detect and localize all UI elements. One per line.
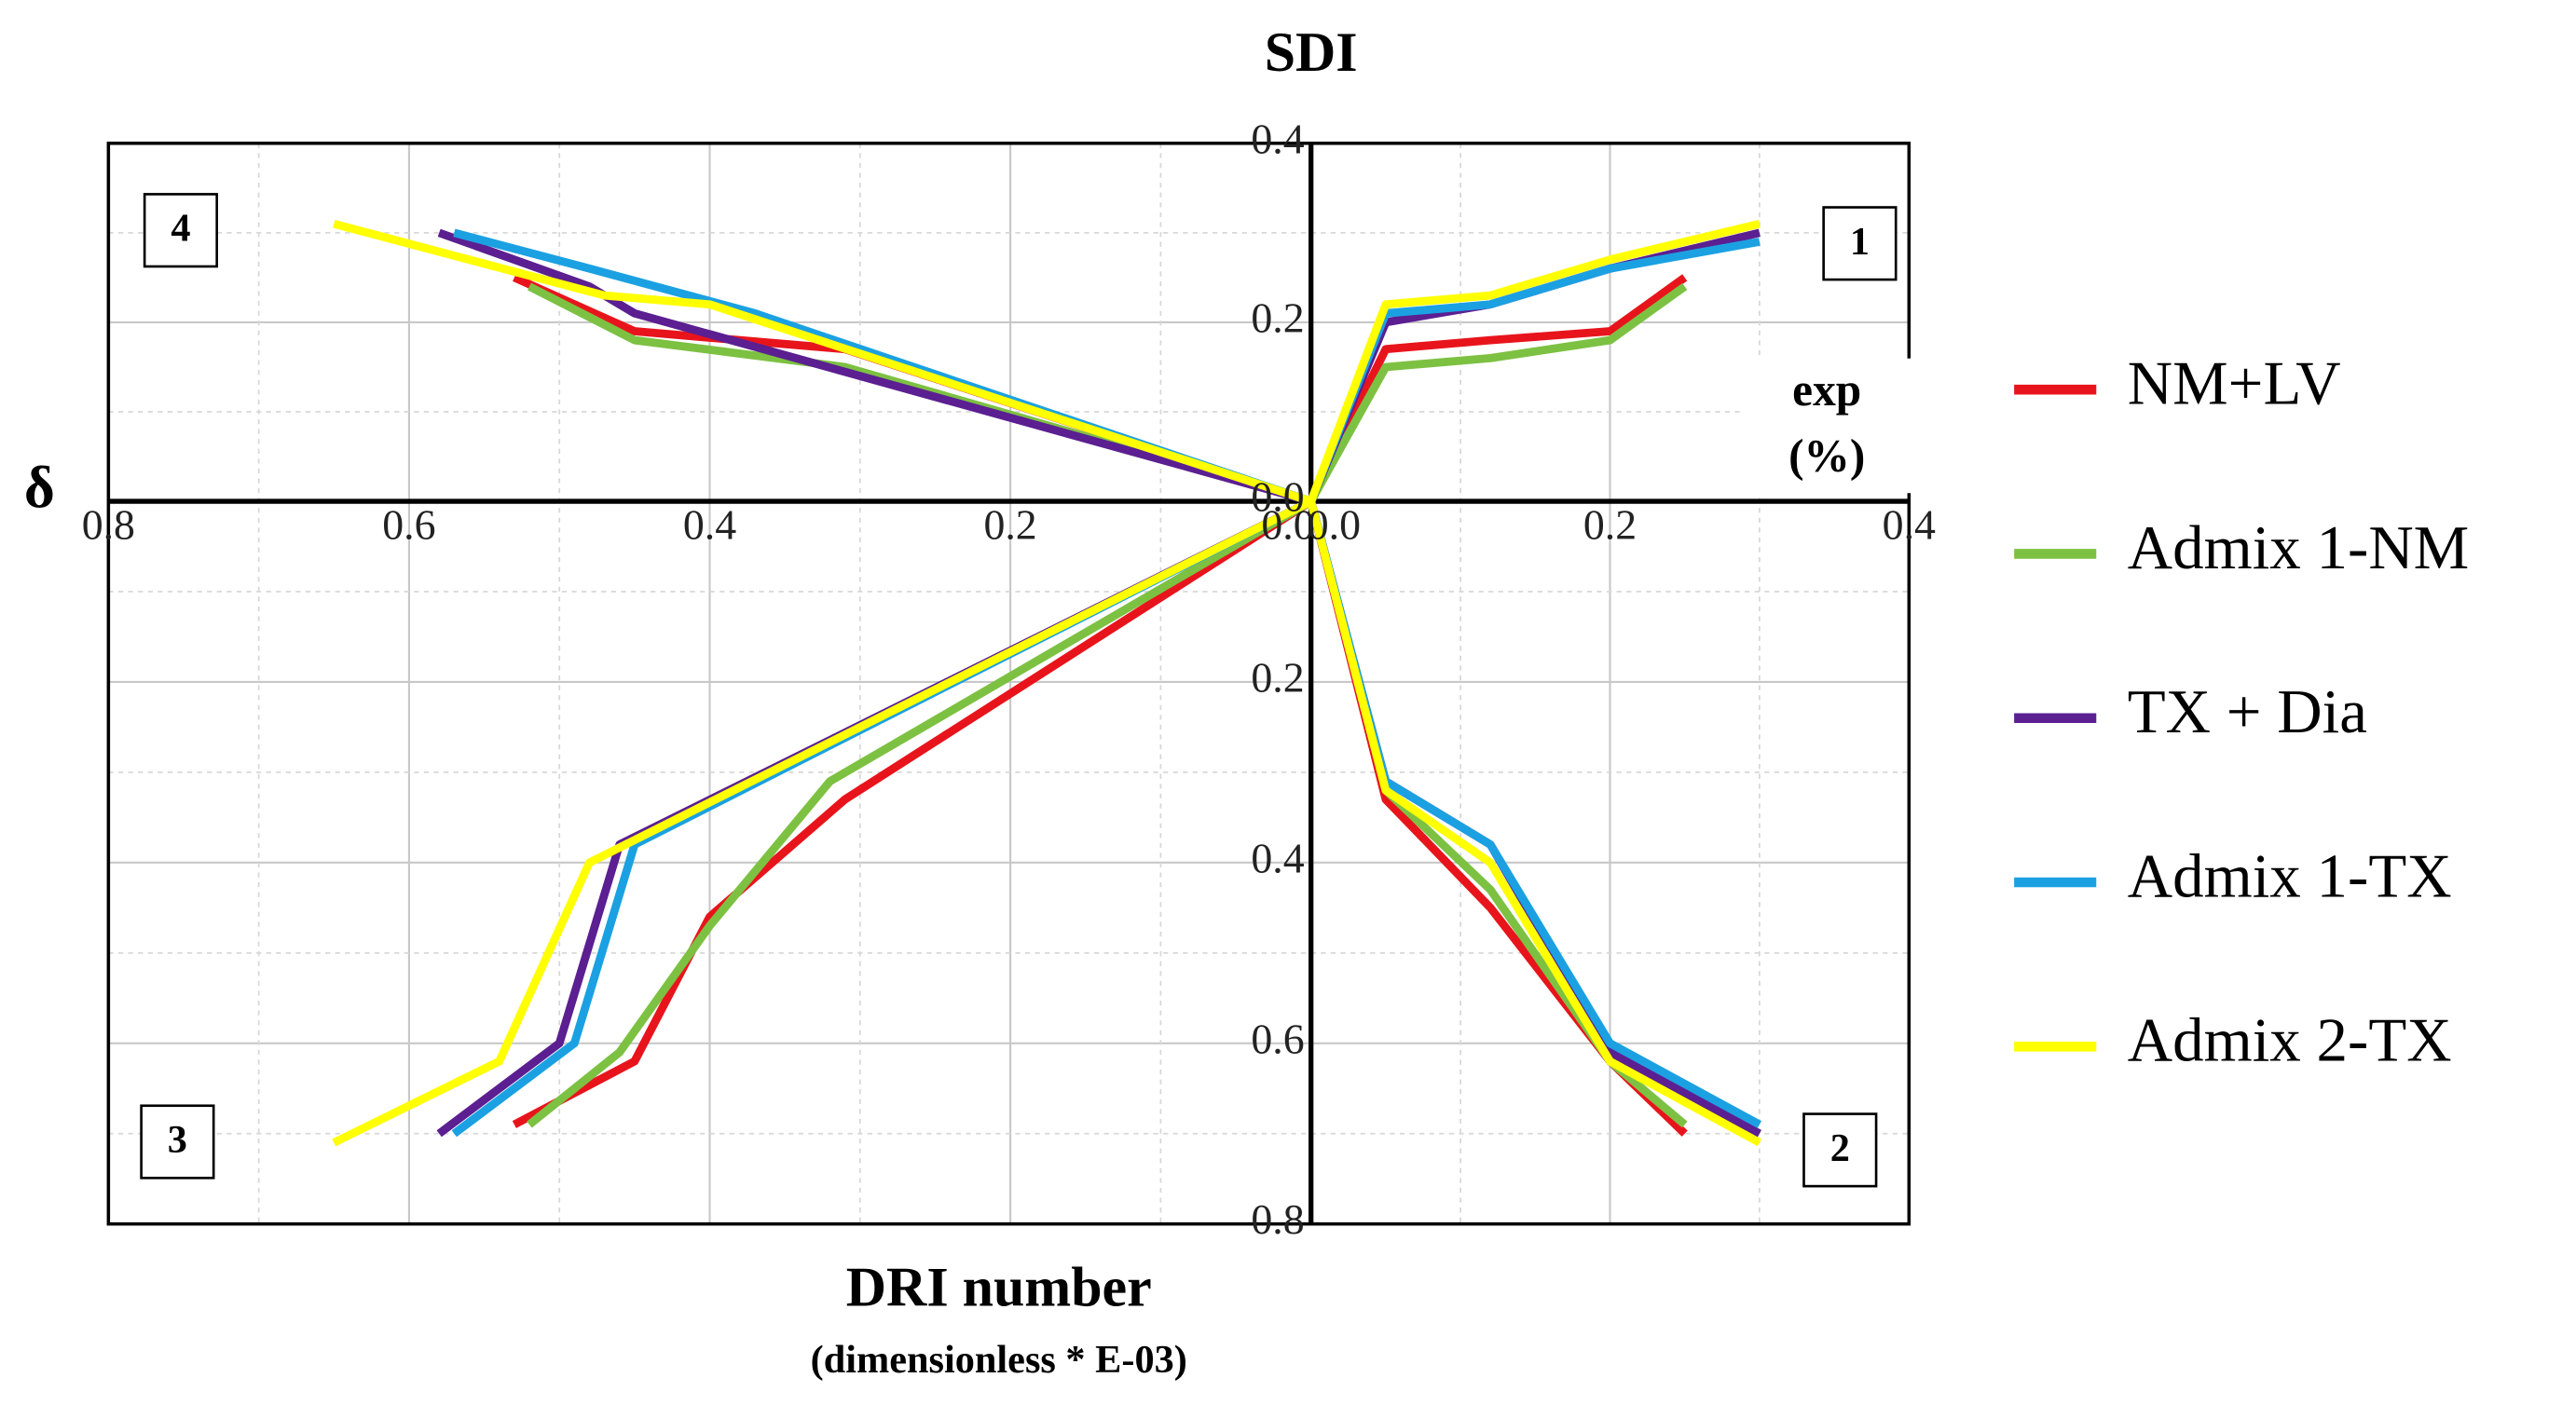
legend-label: TX + Dia — [2128, 677, 2367, 746]
x-tick-label: 0.4 — [683, 501, 736, 549]
legend-label: NM+LV — [2128, 349, 2341, 418]
series-line — [1307, 274, 1688, 504]
series-line — [332, 498, 1313, 1147]
ticks: 0.0 0.2 0.4 0.0 0.2 0.4 0.2 0.4 0.6 0.8 0.8 0.6 0.4 0… — [82, 115, 1936, 1243]
y-tick-label: 0.8 — [1251, 1195, 1304, 1243]
x-tick-label: 0.4 — [1883, 501, 1936, 549]
axis-title: (%) — [1788, 430, 1865, 481]
quadrant-box — [1822, 206, 1898, 281]
series-line — [1307, 499, 1762, 1147]
series-line — [333, 219, 1313, 506]
series-line — [1307, 499, 1762, 1138]
quadrant-label: 3 — [168, 1118, 187, 1162]
quadrant-label: 2 — [1830, 1126, 1850, 1170]
y-tick-label: 0.2 — [1251, 293, 1304, 341]
quadrant-box — [143, 193, 219, 268]
x-tick-label: 0.2 — [983, 501, 1036, 549]
axis-title: δ — [24, 454, 55, 520]
x-tick-label: 0.0 — [1261, 501, 1314, 549]
x-tick-label: 0.2 — [1583, 501, 1637, 549]
series-line — [1307, 282, 1688, 504]
axis-title: SDI — [1265, 21, 1358, 83]
y-tick-label: 0.4 — [1251, 834, 1304, 881]
quadrant-labels: 1 2 3 4 — [140, 193, 1898, 1188]
quadrant-label: 1 — [1850, 220, 1870, 264]
lines — [332, 219, 1762, 1147]
x-tick-label: 0.6 — [382, 501, 435, 549]
series-line — [512, 498, 1314, 1128]
legend: NM+LV Admix 1-NM TX + Dia Admix 1-TX Admix 2… — [2014, 349, 2469, 1075]
y-tick-label: 0.6 — [1251, 1015, 1304, 1062]
label-bg — [1741, 358, 1912, 494]
quadrant-label: 4 — [171, 207, 190, 251]
series-line — [1307, 499, 1762, 1128]
legend-label: Admix 2-TX — [2128, 1006, 2452, 1075]
series-line — [451, 498, 1313, 1138]
axis-title: exp — [1792, 364, 1861, 416]
x-tick-label: 0.0 — [1308, 501, 1361, 549]
x-tick-label: 0.8 — [82, 501, 135, 549]
plot-frame — [106, 142, 1911, 1226]
series-line — [436, 498, 1313, 1138]
legend-label: Admix 1-NM — [2128, 513, 2469, 582]
series-line — [1307, 219, 1761, 503]
quadrant-box — [140, 1104, 215, 1180]
quadrant-box — [1802, 1112, 1878, 1188]
y-tick-label: 0.4 — [1251, 115, 1304, 162]
series-line — [1307, 499, 1688, 1137]
series-line — [527, 498, 1313, 1128]
legend-label: Admix 1-TX — [2128, 841, 2452, 910]
axis-subtitle: (dimensionless * E-03) — [811, 1338, 1187, 1382]
y-tick-label: 0.0 — [1251, 473, 1304, 521]
axis-title: DRI number — [846, 1256, 1152, 1317]
series-line — [1307, 499, 1688, 1128]
y-tick-label: 0.2 — [1251, 653, 1304, 701]
